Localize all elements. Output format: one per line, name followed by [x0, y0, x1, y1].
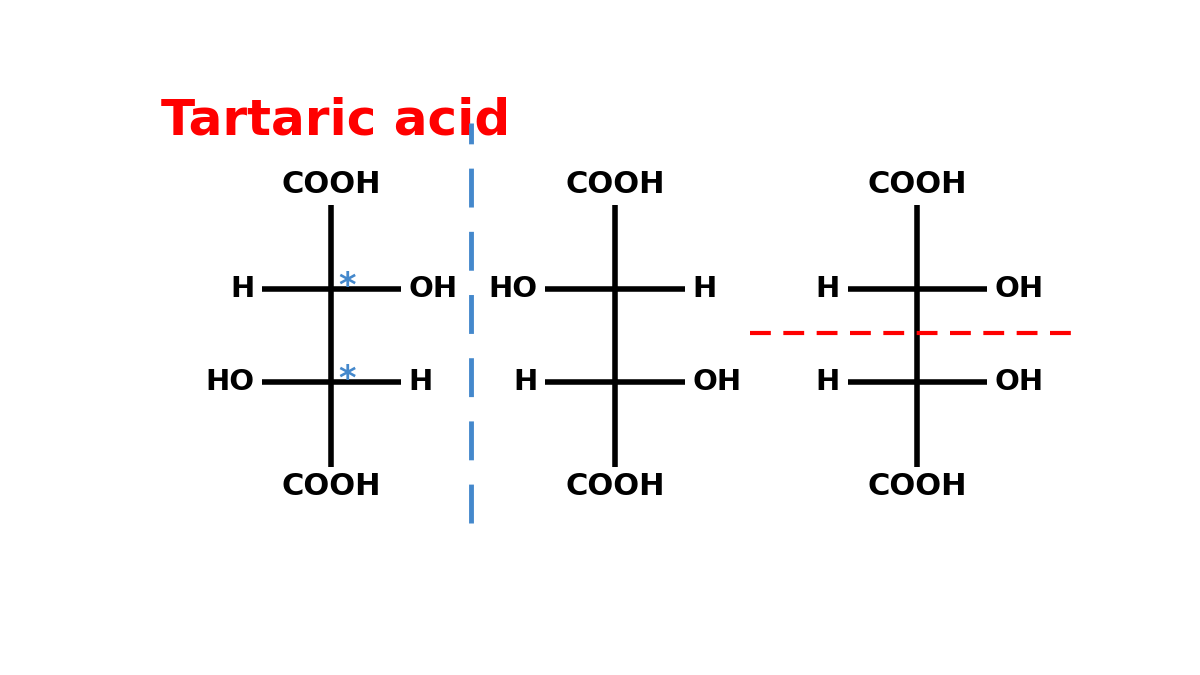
- Text: COOH: COOH: [565, 171, 665, 199]
- Text: H: H: [816, 275, 840, 303]
- Text: OH: OH: [995, 275, 1044, 303]
- Text: HO: HO: [205, 369, 254, 396]
- Text: H: H: [816, 369, 840, 396]
- Text: *: *: [338, 363, 356, 396]
- Text: Tartaric acid: Tartaric acid: [161, 97, 510, 144]
- Text: COOH: COOH: [565, 472, 665, 501]
- Text: H: H: [408, 369, 433, 396]
- Text: *: *: [338, 270, 356, 303]
- Text: H: H: [230, 275, 254, 303]
- Text: COOH: COOH: [868, 472, 967, 501]
- Text: H: H: [514, 369, 538, 396]
- Text: COOH: COOH: [282, 472, 382, 501]
- Text: HO: HO: [488, 275, 538, 303]
- Text: COOH: COOH: [282, 171, 382, 199]
- Text: COOH: COOH: [868, 171, 967, 199]
- Text: OH: OH: [692, 369, 742, 396]
- Text: H: H: [692, 275, 716, 303]
- Text: OH: OH: [408, 275, 457, 303]
- Text: OH: OH: [995, 369, 1044, 396]
